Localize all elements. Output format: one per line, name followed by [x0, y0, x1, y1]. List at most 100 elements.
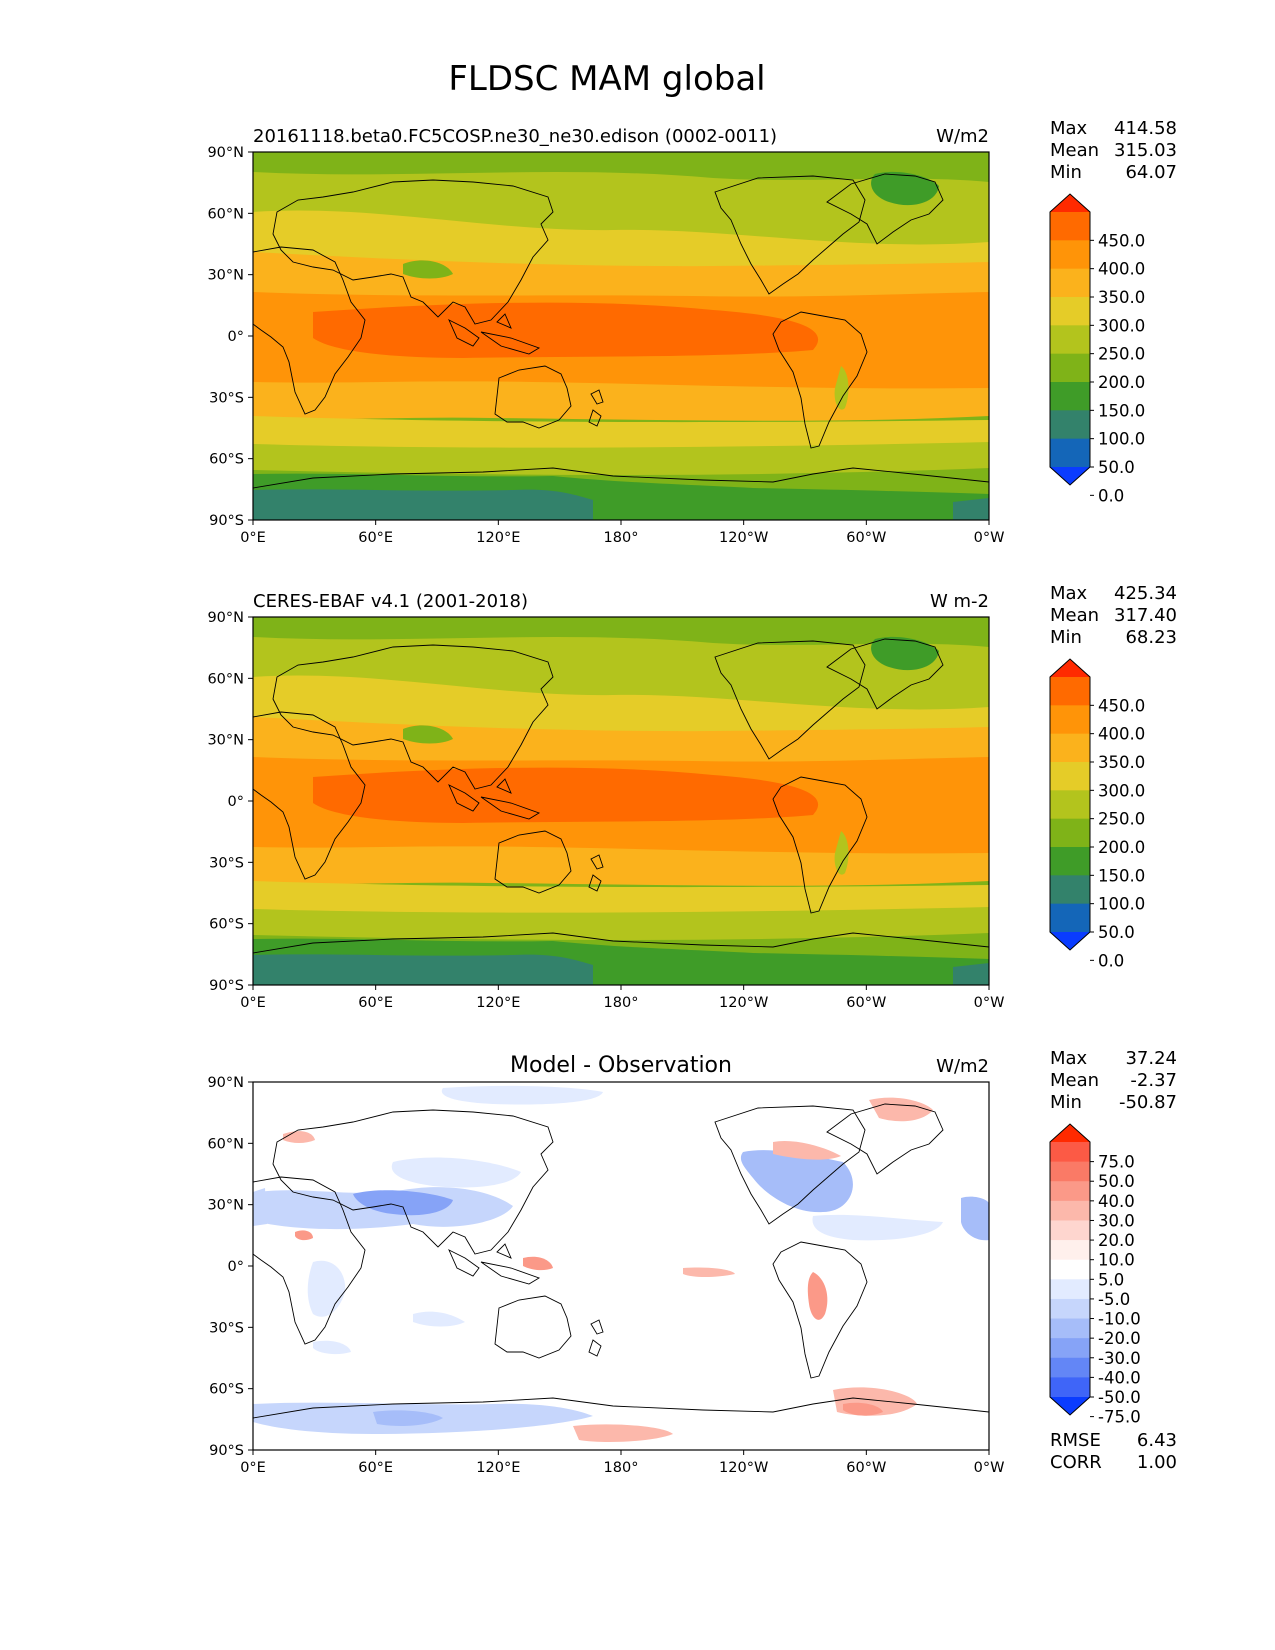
colorbar-label: 300.0 — [1098, 316, 1145, 335]
lon-tick-label: 120°W — [719, 1460, 768, 1476]
colorbar-label: 20.0 — [1098, 1231, 1135, 1250]
colorbar-segment — [1050, 212, 1090, 241]
lat-tick-label: 30°S — [209, 390, 244, 406]
colorbar-segment — [1050, 903, 1090, 933]
stat-label: Min — [1050, 1092, 1082, 1113]
colorbar-label: -40.0 — [1098, 1368, 1141, 1387]
lon-tick-label: 0°E — [240, 995, 266, 1011]
colorbar-label: 100.0 — [1098, 895, 1145, 914]
colorbar-label: 350.0 — [1098, 753, 1145, 772]
lon-tick-label: 0°W — [974, 530, 1005, 546]
stat-value: 414.58 — [1114, 118, 1177, 139]
lat-tick-label: 90°S — [209, 513, 244, 529]
lon-tick-label: 0°E — [240, 1460, 266, 1476]
colorbar: 75.050.040.030.020.010.05.0-5.0-10.0-20.… — [1049, 1123, 1141, 1427]
colorbar-label: 50.0 — [1098, 923, 1135, 942]
colorbar-segment — [1050, 268, 1090, 298]
colorbar-segment — [1050, 818, 1090, 848]
stat-label: RMSE — [1050, 1430, 1101, 1451]
map-field — [253, 1082, 989, 1450]
colorbar-segment — [1050, 1318, 1090, 1339]
stat-label: Mean — [1050, 605, 1099, 626]
colorbar-label: -75.0 — [1098, 1408, 1141, 1427]
stat-value: 315.03 — [1114, 140, 1177, 161]
colorbar-segment — [1050, 1240, 1090, 1261]
colorbar-segment — [1050, 240, 1090, 270]
colorbar-bottom-extend — [1050, 932, 1090, 950]
lon-tick-label: 180° — [604, 1460, 639, 1476]
colorbar-top-extend — [1050, 659, 1090, 677]
lat-tick-label: 0° — [228, 329, 244, 345]
lon-tick-label: 60°W — [846, 1460, 886, 1476]
lon-tick-label: 0°W — [974, 1460, 1005, 1476]
lon-tick-label: 60°W — [846, 995, 886, 1011]
lat-tick-label: 90°N — [207, 610, 244, 626]
stat-value: 6.43 — [1137, 1430, 1177, 1451]
colorbar-label: 250.0 — [1098, 345, 1145, 364]
colorbar-bottom-extend — [1050, 467, 1090, 485]
stat-value: 425.34 — [1114, 583, 1177, 604]
colorbar-segment — [1050, 1357, 1090, 1378]
panel-left-title: 20161118.beta0.FC5COSP.ne30_ne30.edison … — [253, 126, 777, 147]
lat-tick-label: 30°N — [207, 733, 244, 749]
colorbar-segment — [1050, 438, 1090, 468]
colorbar-segment — [1050, 762, 1090, 791]
colorbar-label: 450.0 — [1098, 231, 1145, 250]
panel-units: W m-2 — [930, 591, 989, 612]
colorbar-segment — [1050, 790, 1090, 820]
lat-tick-label: 0° — [228, 1259, 244, 1275]
colorbar-label: 450.0 — [1098, 696, 1145, 715]
colorbar-label: 150.0 — [1098, 401, 1145, 420]
colorbar-segment — [1050, 1161, 1090, 1182]
side-model: Max 414.58 Mean 315.03 Min 64.07 450.0 400.0 35… — [1049, 118, 1177, 505]
colorbar-segment — [1050, 1142, 1090, 1163]
colorbar-segment — [1050, 1298, 1090, 1319]
stat-label: Min — [1050, 162, 1082, 183]
lon-tick-label: 120°W — [719, 530, 768, 546]
lat-tick-label: 30°S — [209, 855, 244, 871]
colorbar-segment — [1050, 297, 1090, 326]
lat-tick-label: 60°S — [209, 917, 244, 933]
lon-tick-label: 120°E — [476, 995, 520, 1011]
colorbar-label: -50.0 — [1098, 1388, 1141, 1407]
stat-label: Max — [1050, 118, 1088, 139]
colorbar-top-extend — [1050, 1124, 1090, 1142]
colorbar-label: -30.0 — [1098, 1349, 1141, 1368]
lat-tick-label: 0° — [228, 794, 244, 810]
colorbar-label: -10.0 — [1098, 1310, 1141, 1329]
lat-tick-label: 60°N — [207, 671, 244, 687]
colorbar-label: 40.0 — [1098, 1192, 1135, 1211]
colorbar-label: 0.0 — [1098, 486, 1124, 505]
colorbar-segment — [1050, 677, 1090, 706]
colorbar-segment — [1050, 1259, 1090, 1280]
colorbar-label: -20.0 — [1098, 1329, 1141, 1348]
stats-block: Max 425.34 Mean 317.40 Min 68.23 — [1050, 583, 1177, 648]
lon-tick-label: 180° — [604, 530, 639, 546]
colorbar-segment — [1050, 1338, 1090, 1359]
lat-tick-label: 30°S — [209, 1320, 244, 1336]
lat-tick-label: 90°N — [207, 1075, 244, 1091]
panel-center-title: Model - Observation — [510, 1053, 732, 1078]
extra-stats-block: RMSE 6.43 CORR 1.00 — [1050, 1430, 1177, 1473]
colorbar-segment — [1050, 1377, 1090, 1398]
colorbar-label: -5.0 — [1098, 1290, 1130, 1309]
colorbar-segment — [1050, 875, 1090, 905]
lat-tick-label: 60°N — [207, 206, 244, 222]
colorbar-label: 50.0 — [1098, 458, 1135, 477]
colorbar-label: 300.0 — [1098, 781, 1145, 800]
stat-value: -50.87 — [1119, 1092, 1177, 1113]
colorbar-segment — [1050, 705, 1090, 735]
colorbar-label: 10.0 — [1098, 1251, 1135, 1270]
stat-label: Min — [1050, 627, 1082, 648]
colorbar-label: 0.0 — [1098, 951, 1124, 970]
colorbar-label: 50.0 — [1098, 1172, 1135, 1191]
stat-value: 64.07 — [1125, 162, 1177, 183]
colorbar-segment — [1050, 847, 1090, 876]
colorbar-label: 400.0 — [1098, 260, 1145, 279]
stats-block: Max 37.24 Mean -2.37 Min -50.87 — [1050, 1048, 1177, 1113]
panel-units: W/m2 — [936, 126, 989, 147]
colorbar-bottom-extend — [1050, 1397, 1090, 1415]
colorbar-segment — [1050, 1220, 1090, 1241]
colorbar-segment — [1050, 353, 1090, 383]
